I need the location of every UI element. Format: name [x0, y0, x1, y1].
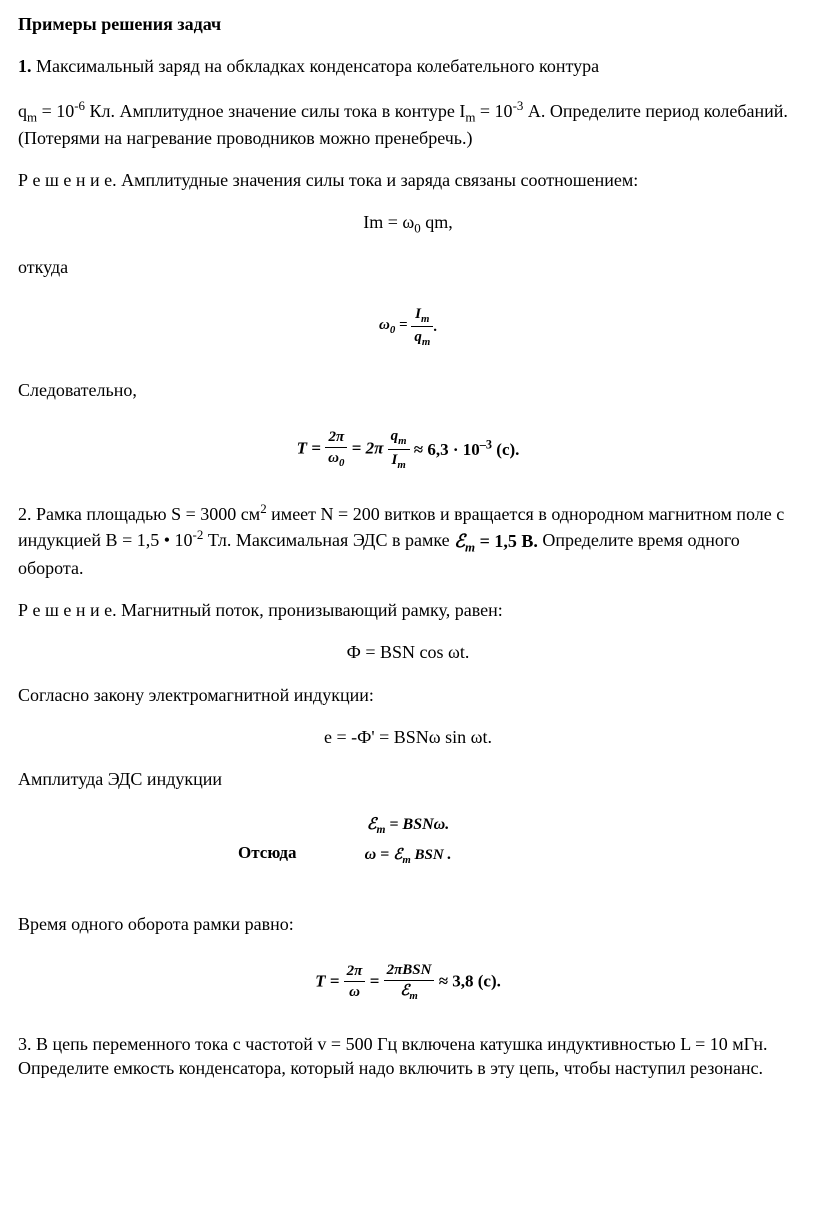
text: ℰ: [393, 847, 402, 863]
text: .: [447, 846, 451, 863]
problem-1-number: 1.: [18, 56, 32, 76]
text-period: Время одного оборота рамки равно:: [18, 912, 798, 936]
sub: m: [409, 990, 417, 1002]
text: = 10: [37, 101, 74, 121]
text: ≈ 6,3 · 10–3 (с).: [414, 440, 520, 459]
sup: -3: [513, 98, 524, 113]
problem-3: 3. В цепь переменного тока с частотой v …: [18, 1032, 798, 1081]
problem-1-intro: 1. Максимальный заряд на обкладках конде…: [18, 54, 798, 78]
text: q: [414, 329, 422, 345]
formula-omega: ω0 = Im qm .: [18, 304, 798, 350]
equation-1: Im = ω0 qm,: [18, 210, 798, 237]
sub: m: [27, 109, 37, 124]
inline-emf: ℰm = 1,5 В.: [454, 529, 538, 556]
text: qm,: [421, 212, 453, 232]
equation-emf: е = -Ф' = BSNω sin ωt.: [18, 725, 798, 749]
solution-2-label: Р е ш е н и е. Магнитный поток, пронизыв…: [18, 598, 798, 622]
text: Im = ω: [363, 212, 414, 232]
text: 2πBSN: [384, 960, 435, 981]
page-title: Примеры решения задач: [18, 12, 798, 36]
formula-period-1: T = 2π ω0 = 2π qm Im ≈ 6,3 · 10–3 (с).: [18, 426, 798, 472]
text: .: [433, 319, 437, 335]
text-faraday: Согласно закону электромагнитной индукци…: [18, 683, 798, 707]
problem-2: 2. Рамка площадью S = 3000 см2 имеет N =…: [18, 500, 798, 580]
text: ≈ 3,8 (с).: [439, 971, 501, 990]
text-sledovatelno: Следовательно,: [18, 378, 798, 402]
sub: m: [421, 313, 429, 325]
text-otkuda: откуда: [18, 255, 798, 279]
text: ω =: [365, 846, 394, 863]
formula-emf-block: Отсюда ℰm = BSNω. ω = ℰm BSN .: [18, 814, 798, 884]
sub: m: [397, 459, 405, 471]
sub: 0: [339, 457, 344, 469]
text: Кл. Амплитудное значение силы тока в кон…: [85, 101, 465, 121]
text: ω: [328, 450, 339, 466]
text: = 10: [475, 101, 512, 121]
text: = 2π: [352, 439, 388, 458]
problem-1-given: qm = 10-6 Кл. Амплитудное значение силы …: [18, 97, 798, 150]
formula-period-2: T = 2π ω = 2πBSN ℰm ≈ 3,8 (с).: [18, 960, 798, 1004]
text: =: [370, 971, 384, 990]
sub: m: [402, 854, 410, 866]
text: T =: [297, 439, 326, 458]
text: ω0 =: [379, 317, 411, 333]
equation-flux: Ф = BSN cos ωt.: [18, 640, 798, 664]
sup: -6: [74, 98, 85, 113]
text-otsyuda: Отсюда: [238, 842, 296, 865]
sub: m: [422, 336, 430, 348]
text-amplitude: Амплитуда ЭДС индукции: [18, 767, 798, 791]
text: Максимальный заряд на обкладках конденса…: [32, 56, 600, 76]
sub: m: [465, 109, 475, 124]
text: Тл. Максимальная ЭДС в рамке: [203, 530, 454, 550]
sup: -2: [193, 527, 204, 542]
text: q: [18, 101, 27, 121]
text: T =: [315, 971, 344, 990]
text: 2. Рамка площадью S = 3000 см: [18, 504, 260, 524]
text: BSN: [415, 847, 444, 863]
text: 2π: [325, 427, 347, 448]
text: 2π: [344, 961, 366, 982]
formula-emf-amp: ℰm = BSNω.: [18, 814, 798, 839]
text: ω: [344, 982, 366, 1002]
solution-1-label: Р е ш е н и е. Амплитудные значения силы…: [18, 168, 798, 192]
formula-omega-2: ω = ℰm BSN .: [18, 844, 798, 868]
text: ℰ: [400, 983, 409, 999]
sub: m: [398, 435, 406, 447]
